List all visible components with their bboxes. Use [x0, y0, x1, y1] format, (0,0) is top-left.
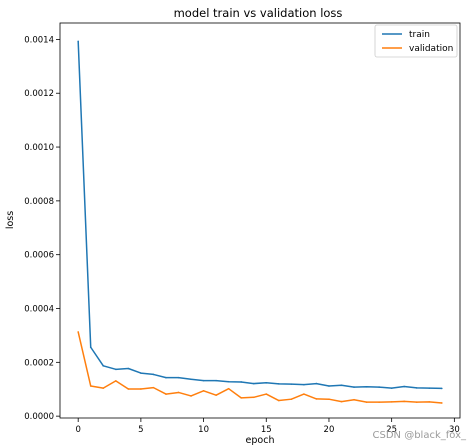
x-tick-label: 25 [386, 425, 397, 435]
data-point-validation [428, 401, 431, 403]
data-point-validation [290, 398, 293, 400]
data-point-validation [89, 385, 92, 387]
data-point-validation [353, 398, 355, 401]
chart-title: model train vs validation loss [174, 6, 343, 20]
data-point-train [278, 383, 280, 385]
data-point-train [190, 378, 192, 381]
data-point-train [152, 373, 155, 376]
data-point-train [340, 384, 343, 386]
data-point-validation [165, 393, 167, 395]
x-tick-label: 5 [138, 425, 143, 435]
data-point-validation [215, 394, 217, 396]
data-point-train [202, 379, 205, 382]
legend: train validation [374, 24, 458, 58]
data-point-validation [278, 399, 280, 402]
data-point-train [390, 387, 393, 389]
data-point-validation [303, 393, 305, 395]
x-tick-label: 15 [261, 425, 272, 435]
y-tick-label: 0.0008 [24, 197, 54, 207]
y-axis-label: loss [5, 211, 16, 229]
data-point-validation [77, 331, 79, 333]
y-tick-label: 0.0000 [24, 412, 54, 422]
data-point-train [89, 346, 92, 349]
x-tick-label: 0 [75, 425, 80, 435]
plot-area: 0 5 10 15 20 25 30 0.0000 0.0002 0.0004 0.0006 0.00… [24, 35, 460, 435]
data-point-validation [177, 391, 180, 394]
data-point-validation [152, 386, 155, 389]
data-point-train [315, 382, 318, 385]
data-point-train [77, 40, 79, 43]
data-point-validation [315, 398, 318, 400]
legend-label-train: train [409, 30, 430, 40]
data-point-train [140, 372, 142, 374]
data-point-train [177, 376, 180, 379]
data-point-train [252, 382, 255, 385]
data-point-train [215, 379, 217, 382]
data-point-validation [114, 380, 117, 382]
data-point-train [415, 387, 418, 389]
data-point-train [441, 387, 443, 390]
series-line-validation [77, 331, 442, 404]
data-point-validation [390, 401, 393, 403]
data-point-train [127, 367, 130, 370]
data-point-validation [127, 388, 130, 390]
data-point-train [265, 381, 268, 384]
x-tick-label: 20 [324, 425, 335, 435]
data-point-train [114, 368, 117, 371]
data-point-train [365, 386, 368, 388]
data-point-validation [403, 400, 406, 403]
y-tick-label: 0.0004 [24, 305, 54, 315]
data-point-validation [328, 398, 330, 400]
data-point-train [428, 387, 431, 389]
data-point-validation [441, 402, 443, 404]
data-point-validation [378, 401, 380, 403]
data-point-validation [102, 387, 105, 389]
data-point-validation [140, 388, 142, 390]
data-point-validation [265, 393, 268, 395]
watermark: CSDN @black_fox_ [372, 430, 466, 441]
data-point-train [353, 386, 355, 388]
y-tick-label: 0.0006 [24, 251, 54, 261]
data-point-validation [415, 401, 418, 403]
series-line-train [77, 41, 442, 390]
y-tick-label: 0.0010 [24, 143, 54, 153]
x-tick-label: 30 [449, 425, 460, 435]
data-point-train [378, 386, 380, 388]
data-point-validation [365, 401, 368, 403]
data-point-validation [240, 397, 242, 399]
x-tick-label: 10 [198, 425, 209, 435]
data-point-train [328, 385, 330, 387]
data-point-train [290, 383, 293, 385]
x-axis-label: epoch [246, 435, 275, 445]
legend-box [374, 24, 458, 58]
data-point-train [102, 365, 105, 367]
data-point-validation [202, 390, 205, 392]
legend-label-validation: validation [409, 44, 453, 54]
y-tick-label: 0.0014 [24, 35, 54, 45]
data-point-train [165, 376, 167, 379]
data-point-validation [190, 395, 192, 397]
data-point-validation [252, 396, 255, 399]
data-point-validation [340, 400, 343, 403]
data-point-validation [227, 387, 230, 390]
plot-frame [59, 22, 461, 419]
data-point-train [303, 383, 305, 386]
data-point-train [240, 381, 242, 383]
y-tick-label: 0.0012 [24, 89, 54, 99]
data-point-train [403, 385, 406, 388]
y-tick-label: 0.0002 [24, 358, 54, 368]
data-point-train [227, 380, 230, 383]
